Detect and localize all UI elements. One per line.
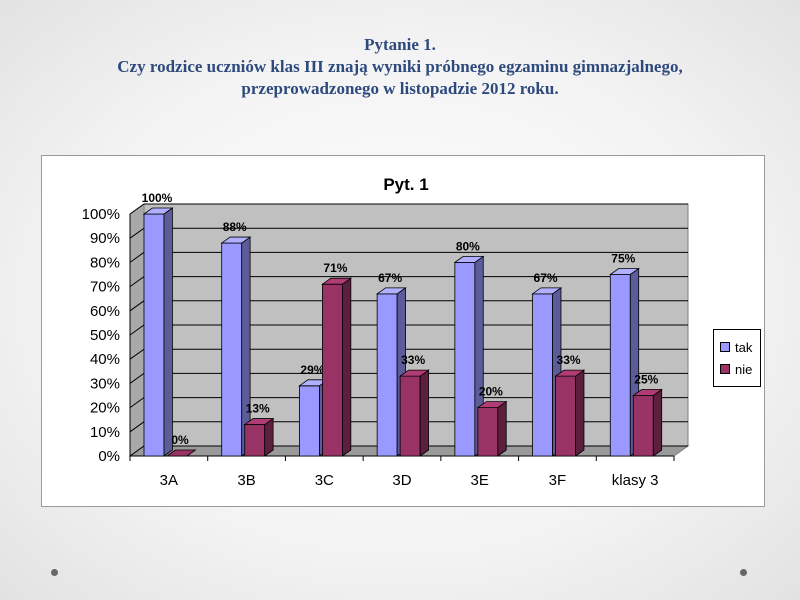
y-tick-label: 90% — [90, 230, 120, 247]
bar-tak-side — [163, 207, 173, 457]
y-tick-label: 50% — [90, 327, 120, 344]
legend-label-tak: tak — [735, 339, 753, 355]
data-label-nie: 13% — [246, 402, 270, 416]
legend-swatch-nie — [720, 364, 730, 374]
data-label-nie: 0% — [171, 433, 189, 447]
data-label-tak: 29% — [300, 363, 324, 377]
bar-nie-top — [554, 369, 586, 377]
bar-nie-side — [497, 400, 507, 457]
nav-dot-right — [740, 569, 747, 576]
bar-tak-front — [221, 242, 243, 457]
nav-dot-left — [51, 569, 58, 576]
bar-nie-top — [398, 369, 430, 377]
bar-tak-top — [531, 287, 563, 295]
bar-tak-top — [142, 207, 174, 215]
y-tick-label: 60% — [90, 303, 120, 320]
y-tick-label: 80% — [90, 254, 120, 271]
data-label-tak: 67% — [378, 271, 402, 285]
bar-nie-front — [399, 375, 421, 457]
x-tick-label: 3A — [160, 472, 178, 489]
data-label-nie: 33% — [557, 353, 581, 367]
x-tick-label: 3E — [471, 472, 489, 489]
x-tick-label: 3C — [315, 472, 334, 489]
bar-nie-side — [419, 369, 429, 457]
bar-nie-side — [264, 417, 274, 457]
slide-title-line-2: Czy rodzice uczniów klas III znają wynik… — [117, 57, 683, 76]
legend-label-nie: nie — [735, 361, 753, 377]
legend-item-nie: nie — [720, 361, 752, 377]
y-tick-label: 0% — [98, 448, 120, 465]
data-label-tak: 88% — [223, 220, 247, 234]
bar-tak-top — [609, 268, 640, 275]
bar-tak-top — [453, 256, 485, 263]
bar-nie-side — [575, 369, 585, 457]
data-label-nie: 25% — [634, 373, 658, 387]
y-tick-label: 70% — [90, 279, 120, 296]
y-tick-label: 30% — [90, 375, 120, 392]
data-label-nie: 71% — [323, 261, 347, 275]
data-label-nie: 33% — [401, 353, 425, 367]
bar-nie-side — [652, 388, 663, 457]
bar-nie-top — [243, 418, 275, 425]
bar-tak-front — [454, 262, 476, 457]
x-tick-label: klasy 3 — [612, 472, 659, 489]
data-label-tak: 75% — [611, 252, 635, 266]
bar-nie-top — [165, 449, 197, 457]
bar-tak-front — [376, 293, 398, 457]
bar-nie-top — [476, 401, 508, 409]
x-tick-label: 3B — [237, 472, 255, 489]
data-label-nie: 20% — [479, 385, 503, 399]
bar-tak-top — [220, 236, 252, 244]
bar-nie-front — [555, 375, 576, 457]
slide-title-line-1: Pytanie 1. — [364, 35, 436, 54]
bar-tak-front — [143, 213, 165, 457]
y-tick-label: 100% — [82, 206, 120, 223]
bar-tak-front — [532, 293, 553, 457]
data-label-tak: 100% — [142, 191, 173, 205]
bar-nie-top — [632, 389, 663, 396]
bar-nie-side — [342, 277, 352, 457]
bar-nie-front — [632, 395, 654, 457]
chart-svg: Pyt. 1 0% 10% 20% 30% 40% 50% 60% 70% 80% 90% 100% 3… — [82, 175, 690, 489]
bar-tak-top — [375, 287, 407, 295]
bar-nie-front — [477, 407, 499, 457]
slide-title-line-3: przeprowadzonego w listopadzie 2012 roku… — [241, 79, 559, 98]
bar-nie-front — [244, 424, 266, 457]
legend: tak nie — [713, 329, 761, 387]
data-label-tak: 67% — [534, 271, 558, 285]
bar-nie-front — [322, 283, 343, 457]
data-label-tak: 80% — [456, 239, 480, 253]
chart-frame: Pyt. 1 0% 10% 20% 30% 40% 50% 60% 70% 80% 90% 100% 3… — [41, 155, 765, 507]
bar-tak-front — [609, 274, 631, 457]
chart-title: Pyt. 1 — [383, 175, 428, 194]
y-tick-label: 10% — [90, 424, 120, 441]
x-tick-label: 3F — [549, 472, 567, 489]
bar-tak-front — [299, 385, 320, 457]
legend-item-tak: tak — [720, 339, 752, 355]
gridline — [129, 203, 688, 215]
slide-title: Pytanie 1. Czy rodzice uczniów klas III … — [0, 34, 800, 100]
x-tick-label: 3D — [392, 472, 411, 489]
legend-swatch-tak — [720, 342, 730, 352]
bar-nie-top — [321, 277, 353, 285]
y-tick-label: 20% — [90, 400, 120, 417]
y-tick-label: 40% — [90, 351, 120, 368]
